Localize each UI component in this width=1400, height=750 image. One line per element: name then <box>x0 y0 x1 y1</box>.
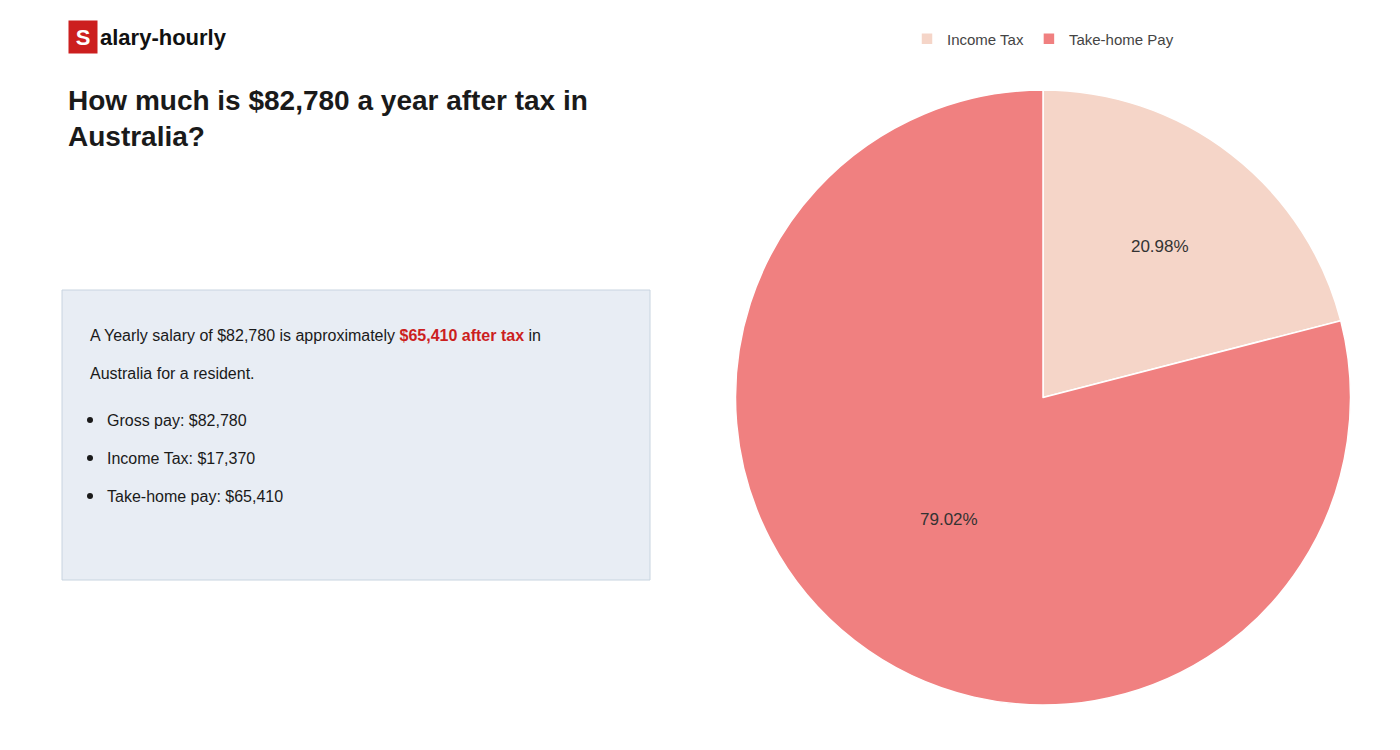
svg-text:Income Tax: $17,370: Income Tax: $17,370 <box>107 450 255 467</box>
svg-text:How much is $82,780 a year aft: How much is $82,780 a year after tax inA… <box>68 85 588 152</box>
svg-text:20.98%: 20.98% <box>1131 237 1189 256</box>
svg-text:Gross pay: $82,780: Gross pay: $82,780 <box>107 412 247 429</box>
svg-text:A Yearly salary of $82,780 is: A Yearly salary of $82,780 is approximat… <box>90 327 541 344</box>
svg-text:Australia for a resident.: Australia for a resident. <box>90 365 255 382</box>
svg-text:Take-home Pay: Take-home Pay <box>1069 31 1174 48</box>
svg-text:alary-hourly: alary-hourly <box>100 25 227 50</box>
svg-text:S: S <box>76 25 91 50</box>
svg-text:79.02%: 79.02% <box>920 510 978 529</box>
svg-text:Income Tax: Income Tax <box>947 31 1024 48</box>
svg-text:Take-home pay: $65,410: Take-home pay: $65,410 <box>107 488 283 505</box>
